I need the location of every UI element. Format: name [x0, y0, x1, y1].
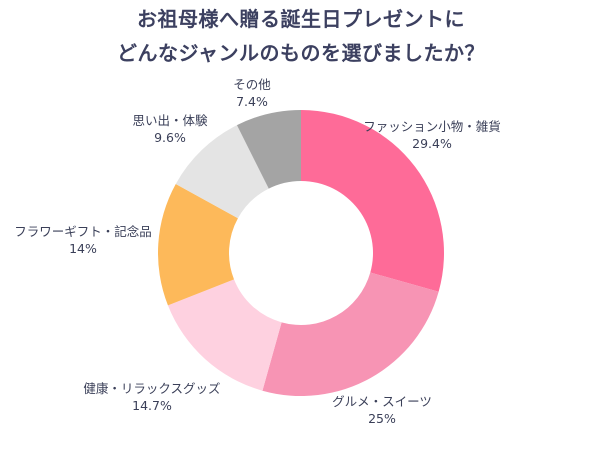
slice-category-label: その他 [233, 77, 271, 92]
donut-slice [158, 183, 238, 306]
slice-category-label: フラワーギフト・記念品 [14, 224, 152, 239]
donut-slice [262, 272, 439, 396]
donut-slice [175, 125, 269, 219]
chart-title-line-2: どんなジャンルのものを選びましたか？ [117, 41, 485, 65]
slice-category-label: グルメ・スイーツ [332, 394, 432, 409]
donut-slice [167, 279, 282, 391]
slice-value-label: 25% [368, 411, 396, 426]
slice-value-label: 29.4% [412, 136, 452, 151]
slice-category-label: 思い出・体験 [132, 113, 208, 128]
slice-value-label: 7.4% [236, 94, 268, 109]
chart-title-line-1: お祖母様へ贈る誕生日プレゼントに [137, 7, 465, 31]
slice-category-label: 健康・リラックスグッズ [83, 381, 220, 396]
slice-value-label: 14.7% [132, 398, 172, 413]
slice-value-label: 9.6% [154, 130, 186, 145]
slice-category-label: ファッション小物・雑貨 [363, 119, 501, 134]
donut-slice [236, 110, 301, 189]
donut-slice [301, 110, 444, 292]
slice-value-label: 14% [69, 241, 97, 256]
